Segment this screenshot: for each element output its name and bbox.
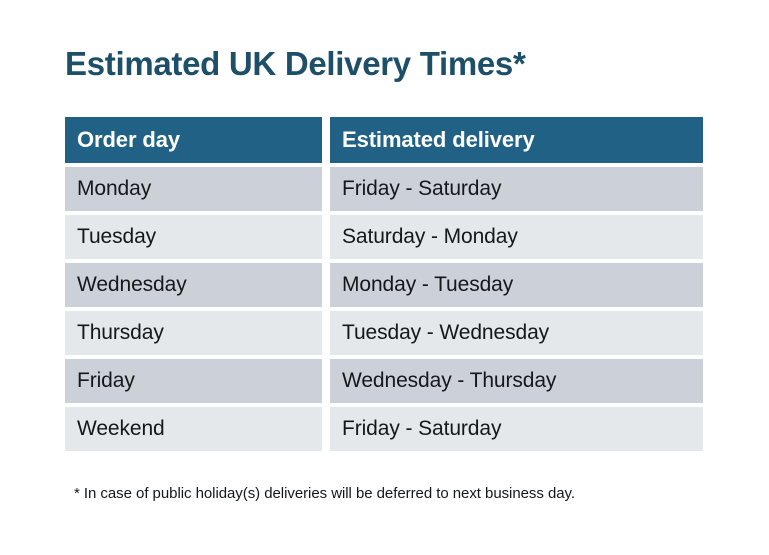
cell-estimated-delivery: Friday - Saturday <box>330 407 703 451</box>
cell-order-day: Friday <box>65 359 322 403</box>
table-header-row: Order day Estimated delivery <box>65 117 703 163</box>
cell-order-day: Weekend <box>65 407 322 451</box>
table-row: Wednesday Monday - Tuesday <box>65 263 703 307</box>
table-row: Thursday Tuesday - Wednesday <box>65 311 703 355</box>
column-header-estimated-delivery: Estimated delivery <box>330 117 703 163</box>
cell-order-day: Wednesday <box>65 263 322 307</box>
footnote-text: * In case of public holiday(s) deliverie… <box>74 485 575 502</box>
delivery-times-table: Order day Estimated delivery Monday Frid… <box>65 117 703 451</box>
table-row: Weekend Friday - Saturday <box>65 407 703 451</box>
table-row: Friday Wednesday - Thursday <box>65 359 703 403</box>
cell-estimated-delivery: Friday - Saturday <box>330 167 703 211</box>
cell-order-day: Thursday <box>65 311 322 355</box>
table-row: Monday Friday - Saturday <box>65 167 703 211</box>
page-title: Estimated UK Delivery Times* <box>65 45 526 82</box>
table-row: Tuesday Saturday - Monday <box>65 215 703 259</box>
cell-estimated-delivery: Saturday - Monday <box>330 215 703 259</box>
cell-order-day: Tuesday <box>65 215 322 259</box>
cell-order-day: Monday <box>65 167 322 211</box>
cell-estimated-delivery: Tuesday - Wednesday <box>330 311 703 355</box>
column-header-order-day: Order day <box>65 117 322 163</box>
cell-estimated-delivery: Wednesday - Thursday <box>330 359 703 403</box>
cell-estimated-delivery: Monday - Tuesday <box>330 263 703 307</box>
